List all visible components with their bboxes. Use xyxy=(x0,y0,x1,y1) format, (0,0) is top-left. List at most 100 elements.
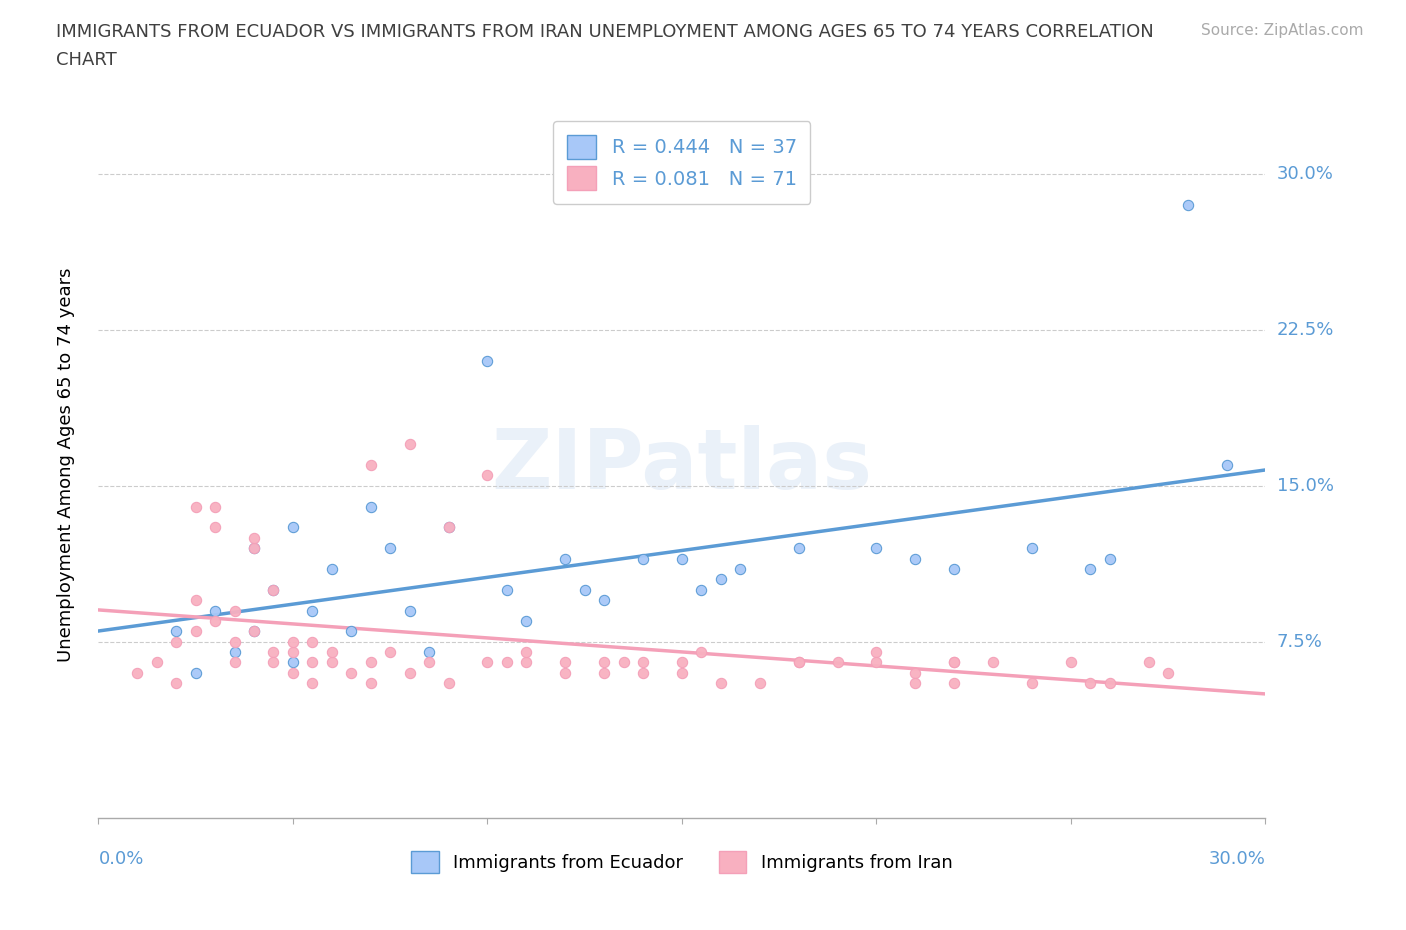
Point xyxy=(671,655,693,670)
Point xyxy=(281,655,304,670)
Point xyxy=(671,666,693,681)
Point xyxy=(146,655,169,670)
Point xyxy=(477,468,499,483)
Point xyxy=(301,676,323,691)
Point xyxy=(224,634,246,649)
Point xyxy=(301,603,323,618)
Point xyxy=(710,572,733,587)
Point xyxy=(574,582,596,597)
Point xyxy=(1021,540,1043,555)
Point xyxy=(904,666,927,681)
Text: 22.5%: 22.5% xyxy=(1277,321,1334,339)
Point xyxy=(340,666,363,681)
Point xyxy=(477,353,499,368)
Point xyxy=(243,624,266,639)
Point xyxy=(184,666,207,681)
Text: 0.0%: 0.0% xyxy=(98,850,143,868)
Point xyxy=(321,562,343,577)
Point xyxy=(613,655,636,670)
Point xyxy=(1021,676,1043,691)
Point xyxy=(360,458,382,472)
Point xyxy=(593,655,616,670)
Point xyxy=(748,676,770,691)
Point xyxy=(904,551,927,566)
Point xyxy=(262,582,284,597)
Point xyxy=(1080,676,1102,691)
Point xyxy=(631,655,654,670)
Point xyxy=(477,655,499,670)
Point xyxy=(321,644,343,659)
Point xyxy=(360,655,382,670)
Point xyxy=(398,666,420,681)
Point xyxy=(631,551,654,566)
Point xyxy=(981,655,1004,670)
Point xyxy=(787,655,810,670)
Point xyxy=(398,437,420,452)
Point xyxy=(301,655,323,670)
Y-axis label: Unemployment Among Ages 65 to 74 years: Unemployment Among Ages 65 to 74 years xyxy=(56,268,75,662)
Point xyxy=(204,614,226,629)
Point xyxy=(865,540,887,555)
Point xyxy=(730,562,752,577)
Point xyxy=(380,644,402,659)
Point xyxy=(515,655,537,670)
Point xyxy=(243,624,266,639)
Point xyxy=(943,655,966,670)
Point xyxy=(281,644,304,659)
Point xyxy=(593,592,616,607)
Point xyxy=(184,592,207,607)
Point xyxy=(418,644,440,659)
Text: 30.0%: 30.0% xyxy=(1277,165,1333,183)
Point xyxy=(1177,198,1199,213)
Point xyxy=(360,676,382,691)
Point xyxy=(1157,666,1180,681)
Point xyxy=(204,603,226,618)
Point xyxy=(690,644,713,659)
Point xyxy=(224,655,246,670)
Point xyxy=(827,655,849,670)
Point xyxy=(243,540,266,555)
Point xyxy=(165,634,187,649)
Point xyxy=(554,551,576,566)
Point xyxy=(165,624,187,639)
Point xyxy=(262,582,284,597)
Point xyxy=(301,634,323,649)
Point xyxy=(437,520,460,535)
Point xyxy=(281,666,304,681)
Point xyxy=(437,520,460,535)
Point xyxy=(204,520,226,535)
Point xyxy=(1080,562,1102,577)
Point xyxy=(127,666,149,681)
Point xyxy=(1098,676,1121,691)
Point xyxy=(631,666,654,681)
Point xyxy=(496,655,519,670)
Point xyxy=(340,624,363,639)
Point xyxy=(943,562,966,577)
Point xyxy=(437,676,460,691)
Point xyxy=(398,603,420,618)
Point xyxy=(496,582,519,597)
Point xyxy=(690,582,713,597)
Legend: R = 0.444   N = 37, R = 0.081   N = 71: R = 0.444 N = 37, R = 0.081 N = 71 xyxy=(554,121,810,204)
Point xyxy=(184,624,207,639)
Point xyxy=(165,676,187,691)
Point xyxy=(865,644,887,659)
Point xyxy=(515,644,537,659)
Point xyxy=(1137,655,1160,670)
Point xyxy=(262,655,284,670)
Point xyxy=(1098,551,1121,566)
Point xyxy=(1060,655,1083,670)
Text: Source: ZipAtlas.com: Source: ZipAtlas.com xyxy=(1201,23,1364,38)
Point xyxy=(224,603,246,618)
Point xyxy=(321,655,343,670)
Point xyxy=(943,676,966,691)
Point xyxy=(515,614,537,629)
Text: IMMIGRANTS FROM ECUADOR VS IMMIGRANTS FROM IRAN UNEMPLOYMENT AMONG AGES 65 TO 74: IMMIGRANTS FROM ECUADOR VS IMMIGRANTS FR… xyxy=(56,23,1154,41)
Point xyxy=(554,655,576,670)
Point xyxy=(554,666,576,681)
Point xyxy=(1215,458,1237,472)
Text: ZIPatlas: ZIPatlas xyxy=(492,424,872,506)
Point xyxy=(262,644,284,659)
Point xyxy=(380,540,402,555)
Point xyxy=(184,499,207,514)
